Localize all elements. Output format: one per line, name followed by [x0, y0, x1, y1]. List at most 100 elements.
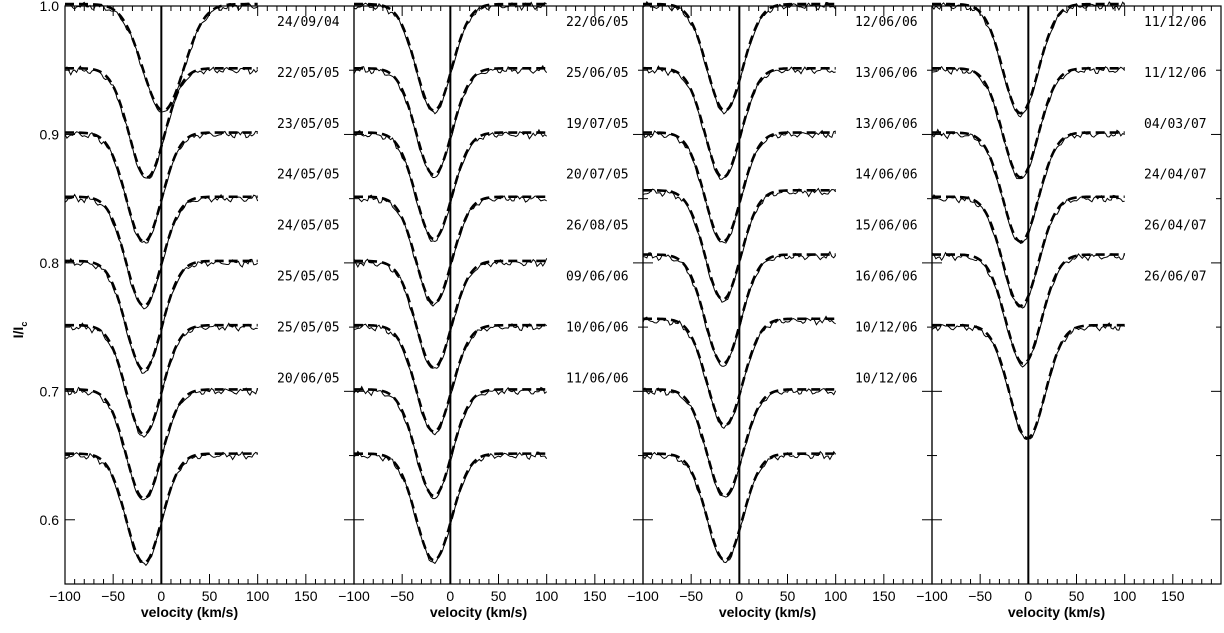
x-axis-title: velocity (km/s)	[719, 604, 816, 620]
observed-profile-line	[642, 315, 836, 430]
model-profile-line	[354, 323, 547, 433]
date-label: 25/05/05	[277, 320, 340, 335]
profile-2: 22/05/05	[64, 65, 340, 179]
profile-8: 10/12/06	[642, 371, 918, 564]
x-tick-label: 50	[1069, 588, 1085, 604]
y-tick-label: 1.0	[40, 0, 60, 14]
panel-1: −100 −50 0 50 100 150 0.6 0.7 0.8 0.9 1.0 velocity …	[40, 0, 355, 620]
model-profile-line	[932, 67, 1125, 179]
observed-profile-line	[931, 322, 1126, 440]
observed-profile-line	[642, 250, 837, 367]
profile-4: 24/05/05	[64, 168, 340, 310]
date-label: 23/05/05	[277, 117, 340, 132]
x-tick-label: 150	[1161, 588, 1185, 604]
observed-profile-line	[931, 66, 1126, 180]
date-label: 10/12/06	[855, 320, 918, 335]
x-tick-label: −50	[679, 588, 703, 604]
x-tick-label: 100	[1113, 588, 1137, 604]
panels: −100 −50 0 50 100 150 0.6 0.7 0.8 0.9 1.0 velocity …	[40, 0, 1222, 620]
date-label: 22/06/05	[566, 15, 629, 30]
date-label: 16/06/06	[855, 270, 918, 285]
profile-5: 26/04/07	[931, 219, 1207, 368]
panel-3: −100 −50 0 50 100 150 velocity (km/s) 12/06/06 1…	[627, 0, 933, 620]
y-tick-label: 0.7	[40, 383, 60, 399]
observed-profile-line	[931, 251, 1126, 368]
profile-2: 25/06/05	[353, 64, 629, 179]
x-tick-label: −50	[101, 588, 125, 604]
date-label: 19/07/05	[566, 117, 629, 132]
date-label: 24/05/05	[277, 168, 340, 183]
model-profile-line	[353, 452, 547, 562]
profile-1: 22/06/05	[353, 1, 629, 115]
x-axis-title: velocity (km/s)	[1008, 604, 1105, 620]
x-tick-label: 0	[446, 588, 454, 604]
y-axis-title: I/Ic	[10, 322, 29, 339]
date-label: 20/06/05	[277, 371, 340, 386]
date-label: 11/12/06	[1144, 15, 1207, 30]
profile-1: 12/06/06	[642, 0, 918, 115]
profile-7: 25/05/05	[64, 320, 340, 501]
x-tick-label: −100	[627, 588, 659, 604]
profile-7: 10/06/06	[353, 320, 629, 500]
x-tick-label: −100	[916, 588, 948, 604]
observed-profile-line	[931, 128, 1125, 244]
profile-3: 23/05/05	[64, 117, 340, 244]
profile-7: 10/12/06	[642, 320, 918, 498]
date-label: 13/06/06	[855, 117, 918, 132]
observed-profile-line	[353, 64, 548, 179]
observed-profile-line	[64, 386, 259, 501]
x-tick-label: 100	[535, 588, 559, 604]
profile-1: 11/12/06	[931, 1, 1207, 118]
y-tick-label: 0.6	[40, 512, 60, 528]
profile-5: 15/06/06	[642, 219, 918, 367]
x-tick-label: −100	[49, 588, 81, 604]
profile-8: 11/06/06	[353, 371, 629, 565]
model-profile-line	[65, 259, 258, 372]
profile-1: 24/09/04	[64, 1, 340, 113]
x-tick-label: 50	[202, 588, 218, 604]
observed-profile-line	[64, 322, 258, 438]
observed-profile-line	[642, 65, 836, 180]
x-tick-label: 150	[294, 588, 318, 604]
model-profile-line	[354, 131, 547, 241]
profile-4: 24/04/07	[931, 168, 1207, 309]
date-label: 26/06/07	[1144, 270, 1207, 285]
profile-3: 13/06/06	[642, 117, 918, 244]
date-label: 25/06/05	[566, 66, 629, 81]
profile-6: 26/06/07	[931, 270, 1207, 440]
panel-frame	[642, 5, 933, 585]
model-profile-line	[932, 195, 1125, 308]
profile-5: 24/05/05	[64, 219, 340, 374]
date-label: 20/07/05	[566, 168, 629, 183]
y-tick-label: 0.8	[40, 255, 60, 271]
profile-4: 20/07/05	[353, 168, 629, 307]
observed-profile-line	[642, 187, 837, 303]
date-label: 13/06/06	[855, 66, 918, 81]
observed-profile-line	[64, 193, 259, 310]
model-profile-line	[65, 195, 258, 308]
observed-profile-line	[931, 1, 1126, 118]
x-tick-label: −100	[338, 588, 370, 604]
profile-2: 11/12/06	[931, 66, 1207, 180]
observed-profile-line	[353, 450, 548, 565]
date-label: 11/06/06	[566, 371, 629, 386]
date-label: 24/04/07	[1144, 168, 1207, 183]
x-tick-label: 0	[735, 588, 743, 604]
profile-8: 20/06/05	[64, 371, 340, 567]
model-profile-line	[643, 189, 836, 301]
profile-4: 14/06/06	[642, 168, 918, 303]
profile-2: 13/06/06	[642, 65, 918, 180]
observed-profile-line	[931, 194, 1125, 309]
date-label: 26/04/07	[1144, 219, 1207, 234]
model-profile-line	[642, 253, 836, 365]
observed-profile-line	[64, 1, 258, 113]
date-label: 26/08/05	[566, 219, 629, 234]
x-tick-label: 100	[824, 588, 848, 604]
panel-4: −100 −50 0 50 100 150 velocity (km/s) 11/12/06 1…	[916, 1, 1222, 620]
observed-profile-line	[353, 258, 548, 369]
panel-frame	[353, 5, 644, 585]
x-tick-label: 0	[1024, 588, 1032, 604]
x-tick-label: 0	[157, 588, 165, 604]
date-label: 10/06/06	[566, 320, 629, 335]
observed-profile-line	[642, 129, 836, 244]
